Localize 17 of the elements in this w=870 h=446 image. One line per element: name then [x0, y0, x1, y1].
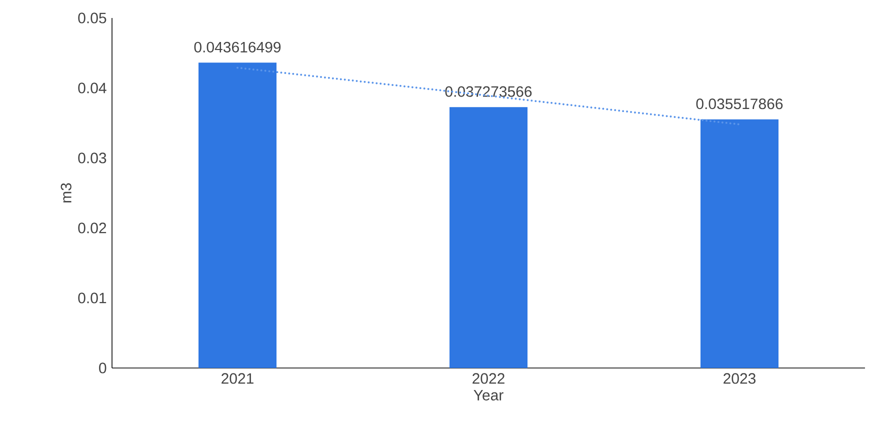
y-tick-label: 0.01: [78, 292, 106, 304]
x-tick-label: 2021: [222, 373, 254, 384]
x-tick-label: 2022: [472, 373, 504, 384]
bar: [198, 62, 277, 368]
data-label: 0.043616499: [194, 42, 281, 52]
bar: [450, 107, 528, 368]
y-tick-label: 0.05: [78, 12, 106, 24]
y-tick-label: 0.02: [78, 222, 106, 234]
y-tick-label: 0.03: [78, 152, 106, 164]
bar: [700, 119, 778, 368]
data-label: 0.037273566: [445, 86, 532, 97]
data-label: 0.035517866: [696, 98, 783, 110]
x-tick-label: 2023: [724, 373, 756, 384]
x-axis-title: Year: [474, 390, 504, 400]
y-axis-title: m3: [60, 183, 72, 202]
y-tick-label: 0.04: [78, 82, 106, 94]
y-tick-label: 0: [99, 362, 106, 374]
